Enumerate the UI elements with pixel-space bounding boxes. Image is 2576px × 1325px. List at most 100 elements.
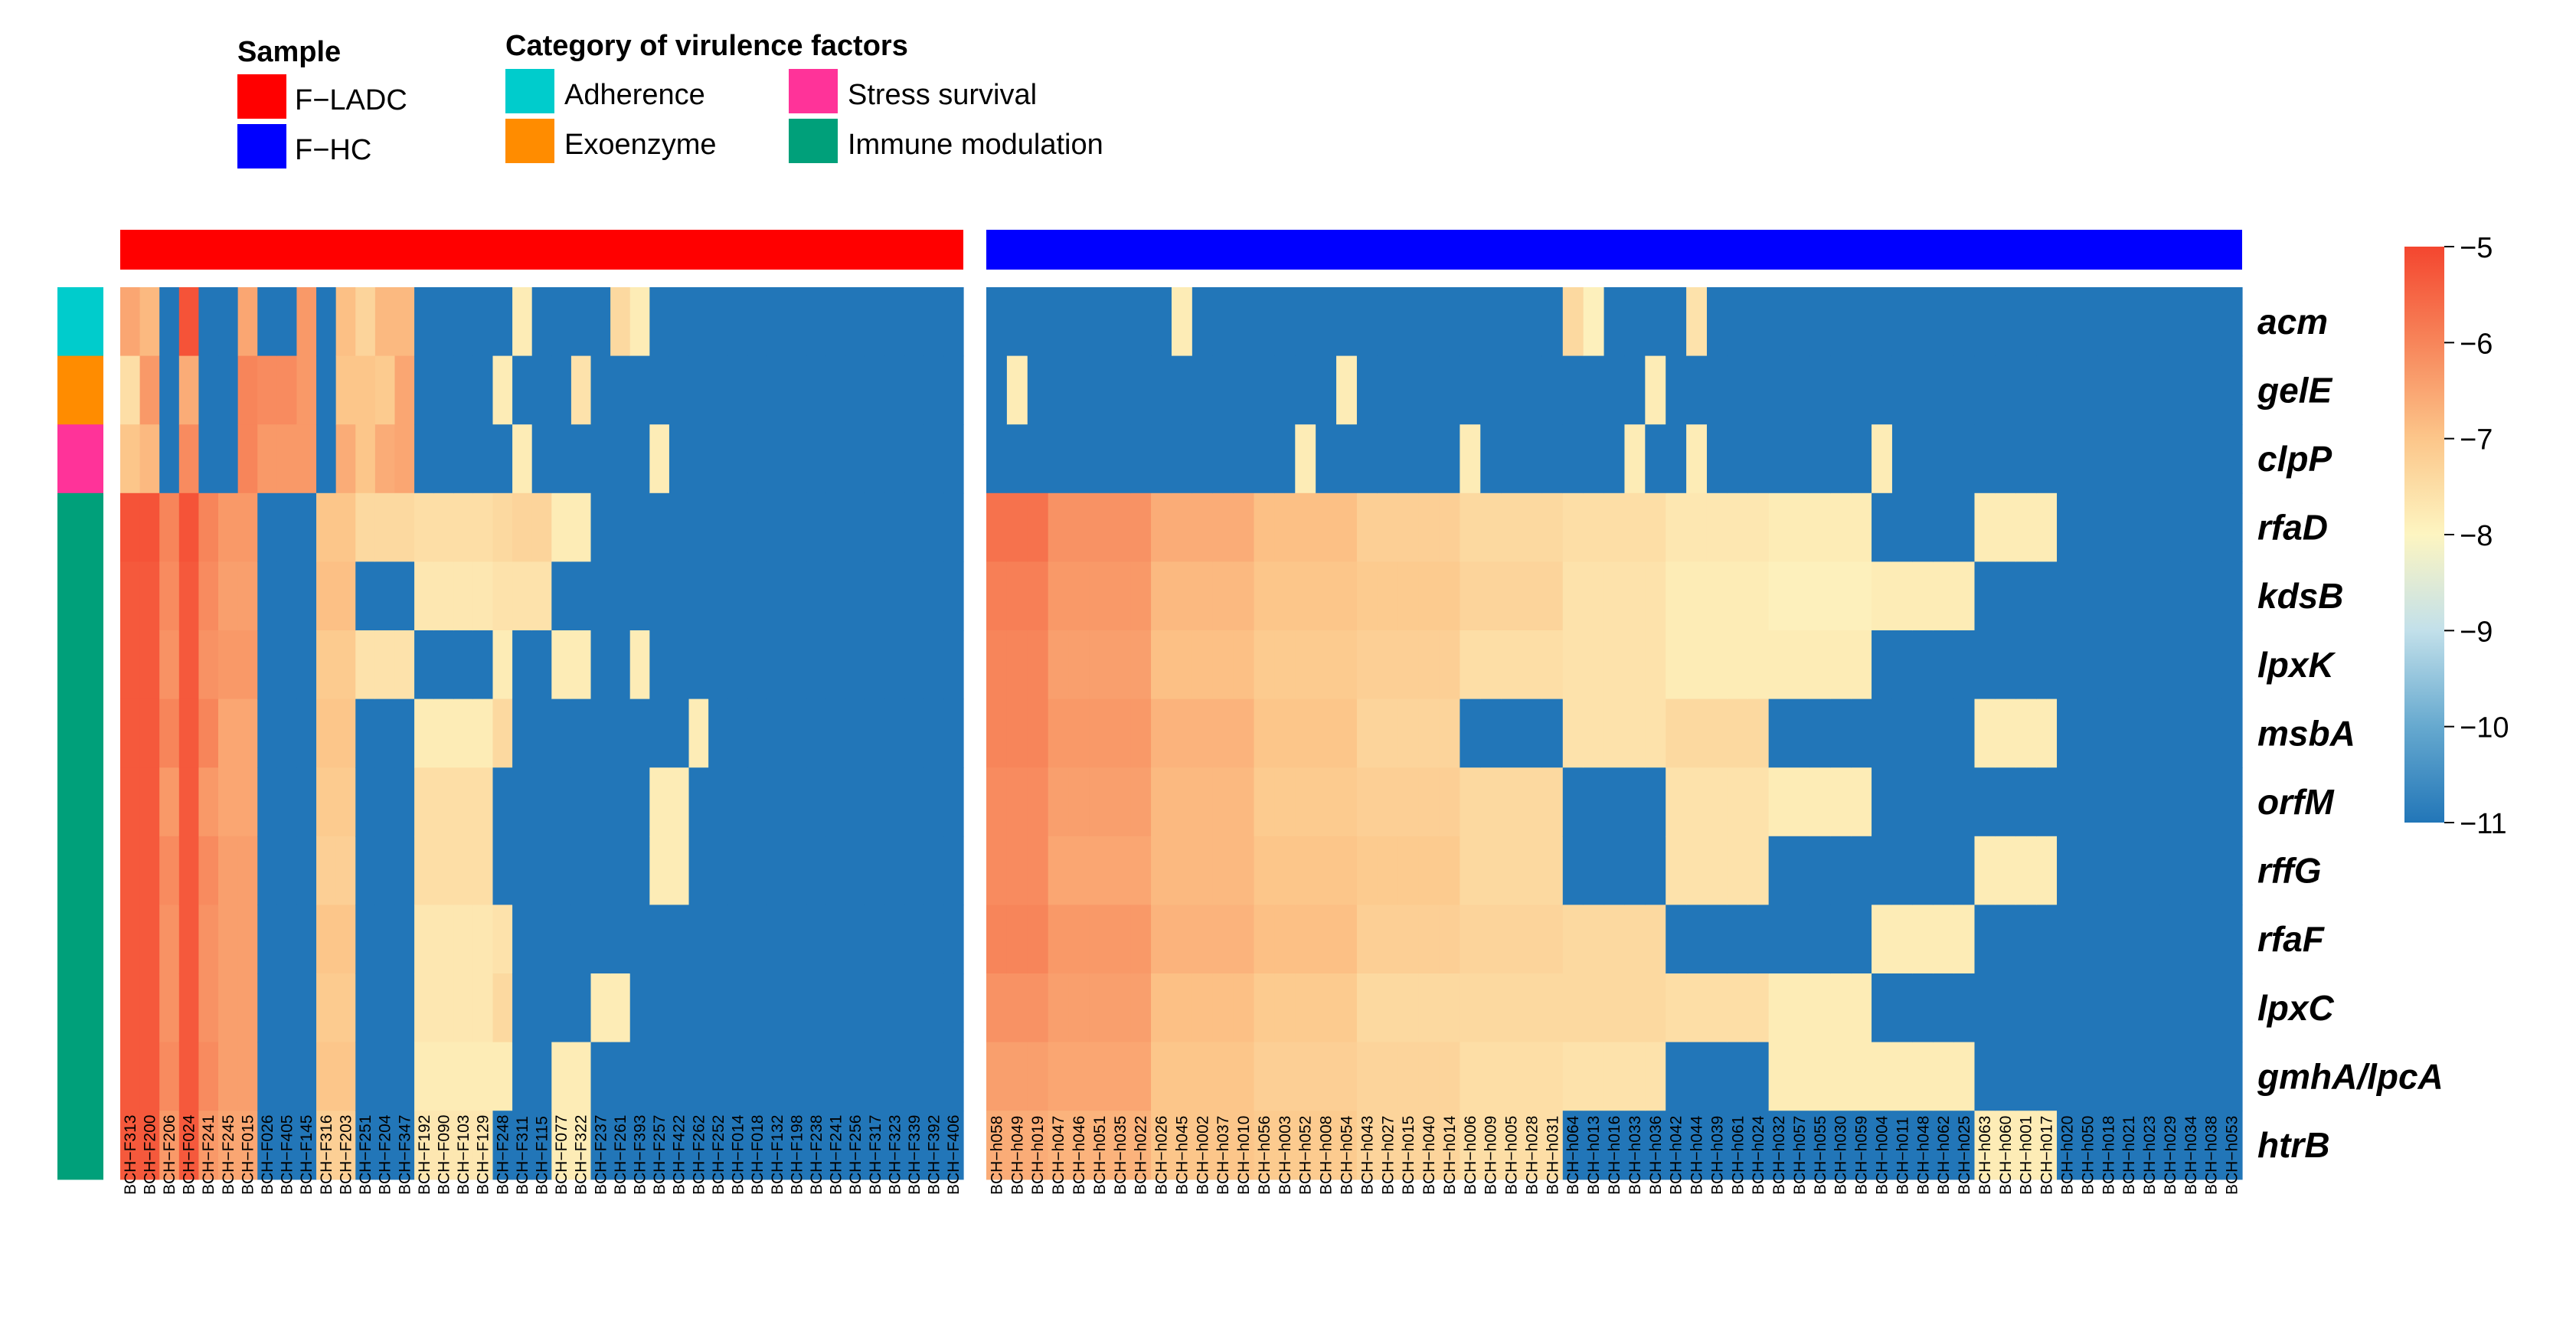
cell-kdsb-bch-f251 [355,561,376,631]
cell-kdsb-bch-h011 [1891,561,1914,631]
cell-gele-bch-f347 [394,355,415,425]
cell-htrb-bch-h010 [1233,1111,1255,1180]
cell-rfaf-bch-h026 [1151,905,1172,974]
cell-gele-bch-h023 [2139,355,2161,425]
cell-lpxk-bch-f198 [786,630,807,700]
cell-lpxk-bch-h057 [1789,630,1811,700]
cell-acm-bch-h059 [1851,287,1872,357]
cell-msba-bch-f241 [825,698,846,768]
cell-gmha-lpca-bch-h040 [1418,1042,1440,1111]
cell-lpxc-bch-f129 [472,973,494,1043]
sample-label-bch-h026-1-8: BCH−h026 [1153,1116,1171,1195]
cell-acm-bch-f405 [276,287,298,357]
cell-orfm-bch-f262 [688,767,709,837]
cell-acm-bch-h053 [2221,287,2243,357]
cell-rffg-bch-h031 [1541,836,1564,905]
cell-orfm-bch-f237 [590,767,611,837]
cell-kdsb-bch-h038 [2201,561,2222,631]
cell-gmha-lpca-bch-h058 [986,1042,1008,1111]
cell-orfm-bch-h010 [1233,767,1255,837]
cell-rfad-bch-h042 [1666,492,1687,562]
sample-label-bch-h035-1-6: BCH−h035 [1112,1116,1129,1195]
cell-rfaf-bch-h003 [1274,905,1296,974]
cell-msba-bch-h024 [1747,698,1770,768]
cell-htrb-bch-h037 [1212,1111,1234,1180]
cell-acm-bch-f322 [570,287,592,357]
cell-orfm-bch-f313 [120,767,141,837]
cell-rfaf-bch-h046 [1068,905,1090,974]
cell-lpxc-bch-f256 [845,973,866,1043]
cell-rffg-bch-h049 [1006,836,1028,905]
cell-rfad-bch-h013 [1583,492,1605,562]
cell-rfad-bch-h029 [2159,492,2181,562]
cell-acm-bch-h018 [2097,287,2120,357]
cell-msba-bch-f256 [845,698,866,768]
cell-kdsb-bch-f090 [433,561,454,631]
sample-label-bch-f313-0-0: BCH−F313 [122,1115,139,1195]
cell-acm-bch-f238 [806,287,827,357]
cell-kdsb-bch-f316 [316,561,337,631]
cell-kdsb-bch-h023 [2139,561,2161,631]
cell-clpp-bch-f316 [316,424,337,494]
legend-swatch-f-hc [237,124,286,168]
cell-htrb-bch-h018 [2097,1111,2120,1180]
cell-lpxc-bch-f103 [453,973,474,1043]
cell-msba-bch-f317 [865,698,886,768]
cell-orfm-bch-f241 [198,767,219,837]
sample-legend-title: Sample [237,36,341,68]
cell-gele-bch-h060 [1995,355,2016,425]
cell-htrb-bch-f198 [786,1111,807,1180]
cell-kdsb-bch-f248 [492,561,513,631]
cell-rffg-bch-f145 [296,836,317,905]
category-cell-clpp [57,424,103,494]
cell-lpxk-bch-f200 [139,630,160,700]
cell-gele-bch-h063 [1974,355,1996,425]
cell-gmha-lpca-bch-f018 [747,1042,768,1111]
cell-clpp-bch-h002 [1192,424,1214,494]
cell-orfm-bch-f316 [316,767,337,837]
cell-orfm-bch-f317 [865,767,886,837]
cell-orfm-bch-h002 [1192,767,1214,837]
cell-acm-bch-h027 [1377,287,1399,357]
cell-rffg-bch-f322 [570,836,592,905]
cell-gele-bch-h017 [2036,355,2058,425]
cell-lpxk-bch-h011 [1891,630,1914,700]
cell-kdsb-bch-h047 [1048,561,1070,631]
cell-htrb-bch-f313 [120,1111,141,1180]
cell-lpxk-bch-f317 [865,630,886,700]
cell-gmha-lpca-bch-f015 [237,1042,258,1111]
cell-rffg-bch-h051 [1089,836,1110,905]
cell-orfm-bch-h008 [1316,767,1337,837]
cell-rffg-bch-h019 [1027,836,1049,905]
cell-gele-bch-f204 [374,355,396,425]
cell-lpxc-bch-f024 [178,973,200,1043]
cell-orfm-bch-f198 [786,767,807,837]
gene-label-htrb: htrB [2257,1125,2330,1165]
cell-rfad-bch-h055 [1809,492,1831,562]
colorbar-tick-label-1: −6 [2460,328,2493,360]
cell-rffg-bch-h004 [1872,836,1893,905]
cell-rfad-bch-f206 [159,492,180,562]
cell-gmha-lpca-bch-f024 [178,1042,200,1111]
cell-gmha-lpca-bch-h024 [1747,1042,1770,1111]
cell-gele-bch-h061 [1727,355,1749,425]
cell-orfm-bch-f077 [551,767,572,837]
cell-orfm-bch-h018 [2097,767,2120,837]
cell-kdsb-bch-h037 [1212,561,1234,631]
cell-gmha-lpca-bch-f145 [296,1042,317,1111]
gene-label-kdsb: kdsB [2257,576,2343,616]
cell-acm-bch-h052 [1295,287,1316,357]
cell-htrb-bch-h009 [1480,1111,1502,1180]
cell-rfad-bch-h060 [1995,492,2016,562]
cell-rffg-bch-f405 [276,836,298,905]
cell-kdsb-bch-f241 [825,561,846,631]
sample-label-bch-h015-1-20: BCH−h015 [1400,1116,1417,1195]
cell-msba-bch-f090 [433,698,454,768]
cell-gmha-lpca-bch-f262 [688,1042,709,1111]
cell-htrb-bch-h043 [1356,1111,1378,1180]
cell-msba-bch-f313 [120,698,141,768]
cell-rffg-bch-f392 [924,836,944,905]
cell-rfaf-bch-f241 [825,905,846,974]
cell-htrb-bch-h038 [2201,1111,2222,1180]
cell-htrb-bch-f200 [139,1111,160,1180]
